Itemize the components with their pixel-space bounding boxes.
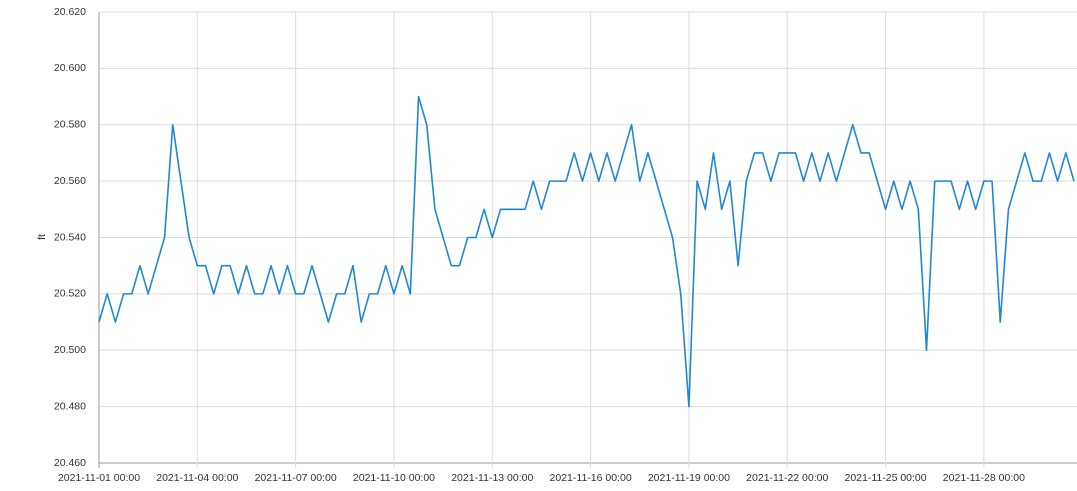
y-tick-label: 20.580 (54, 119, 86, 131)
y-tick-label: 20.600 (54, 62, 86, 74)
x-tick-label: 2021-11-07 00:00 (255, 472, 337, 484)
x-tick-label: 2021-11-22 00:00 (746, 472, 828, 484)
y-tick-label: 20.460 (54, 457, 86, 469)
x-tick-label: 2021-11-10 00:00 (353, 472, 435, 484)
y-tick-label: 20.520 (54, 288, 86, 300)
x-tick-label: 2021-11-19 00:00 (648, 472, 730, 484)
x-tick-label: 2021-11-04 00:00 (156, 472, 238, 484)
y-tick-label: 20.500 (54, 344, 86, 356)
data-line (98, 95, 1075, 408)
x-tick-label: 2021-11-01 00:00 (58, 472, 140, 484)
y-tick-label: 20.560 (54, 175, 86, 187)
x-tick-label: 2021-11-25 00:00 (844, 472, 926, 484)
y-tick-label: 20.480 (54, 400, 86, 412)
x-tick-label: 2021-11-16 00:00 (550, 472, 632, 484)
y-axis-label: ft (36, 234, 48, 240)
y-tick-label: 20.620 (54, 6, 86, 18)
y-tick-label: 20.540 (54, 231, 86, 243)
x-tick-label: 2021-11-28 00:00 (943, 472, 1025, 484)
x-tick-label: 2021-11-13 00:00 (451, 472, 533, 484)
